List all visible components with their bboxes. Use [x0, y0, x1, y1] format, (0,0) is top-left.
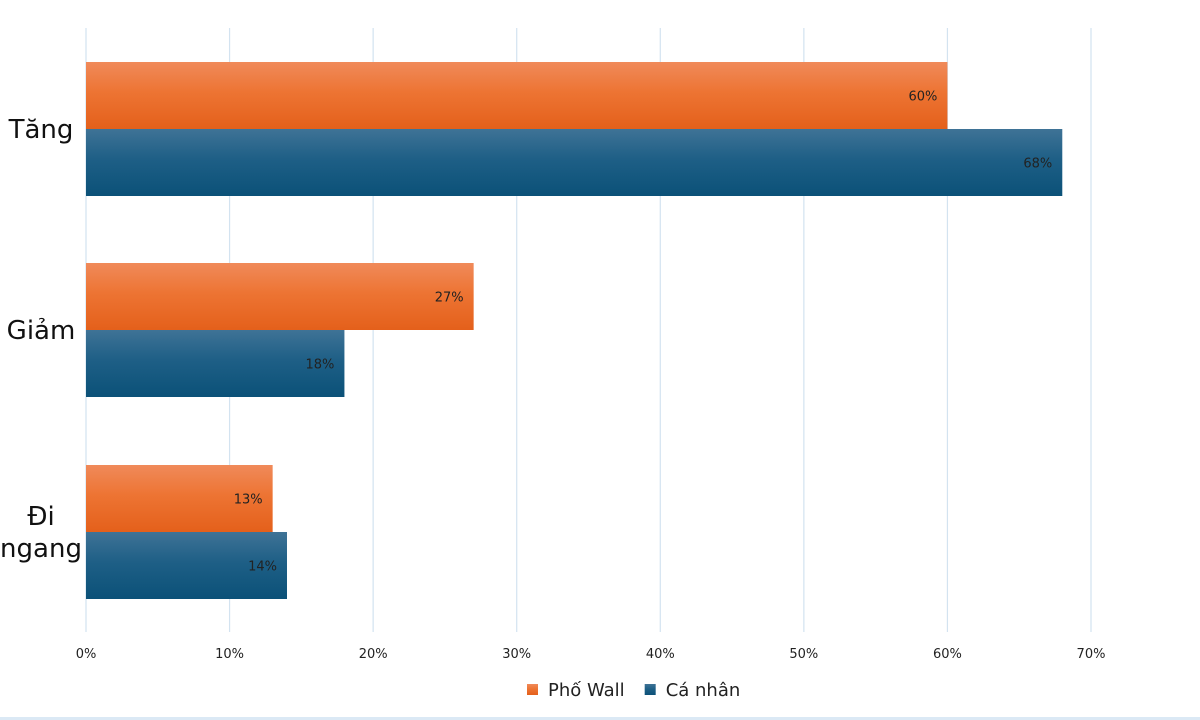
- bar-ca-nhan: [86, 129, 1063, 196]
- data-label: 14%: [248, 560, 277, 575]
- data-label: 68%: [1023, 157, 1052, 172]
- category-label: Đi ngang: [0, 502, 82, 564]
- x-tick-label: 70%: [1077, 647, 1106, 662]
- bar-ca-nhan: [86, 330, 345, 397]
- bar-ca-nhan: [86, 532, 287, 599]
- data-label: 13%: [234, 493, 263, 508]
- legend-label: Phố Wall: [548, 680, 625, 701]
- x-tick-label: 40%: [646, 647, 675, 662]
- legend-swatch: [644, 684, 656, 695]
- x-tick-label: 50%: [789, 647, 818, 662]
- data-label: 60%: [909, 90, 938, 105]
- legend-label: Cá nhân: [666, 680, 741, 701]
- x-axis-ticks: 0% 10% 20% 30% 40% 50% 60% 70%: [76, 647, 1106, 662]
- x-tick-label: 60%: [933, 647, 962, 662]
- bottom-rule: [0, 717, 1200, 720]
- bar-pho-wall: [86, 465, 273, 532]
- data-label: 18%: [306, 358, 335, 373]
- bar-pho-wall: [86, 62, 948, 129]
- legend-swatch: [527, 684, 538, 695]
- data-label: 27%: [435, 291, 464, 306]
- legend: Phố Wall Cá nhân: [527, 680, 740, 701]
- x-tick-label: 0%: [76, 647, 97, 662]
- category-label: Tăng: [8, 115, 74, 145]
- x-tick-label: 20%: [359, 647, 388, 662]
- category-labels: Tăng Giảm Đi ngang: [0, 115, 82, 564]
- bar-pho-wall: [86, 263, 474, 330]
- bars: 60% 68% 27% 18% 13% 14%: [86, 62, 1063, 599]
- x-tick-label: 30%: [502, 647, 531, 662]
- x-tick-label: 10%: [215, 647, 244, 662]
- category-label: Giảm: [7, 316, 76, 346]
